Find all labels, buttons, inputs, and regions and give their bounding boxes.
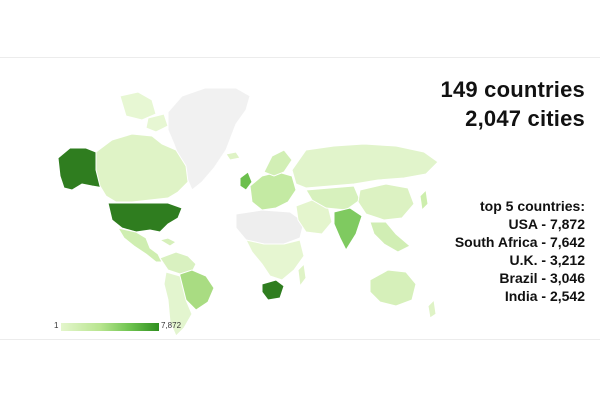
region-india[interactable] bbox=[333, 207, 363, 252]
region-alaska[interactable] bbox=[57, 147, 105, 191]
region-europe[interactable] bbox=[249, 171, 297, 211]
cities-count: 2,047 cities bbox=[465, 106, 585, 131]
list-item: India - 2,542 bbox=[504, 288, 585, 304]
region-north-africa[interactable] bbox=[235, 209, 305, 245]
region-new-zealand[interactable] bbox=[427, 298, 437, 319]
color-legend: 1 7,872 bbox=[50, 321, 200, 333]
legend-gradient-bar bbox=[61, 323, 159, 331]
list-item: USA - 7,872 bbox=[508, 216, 585, 232]
region-uk[interactable] bbox=[239, 171, 253, 191]
countries-count: 149 countries bbox=[440, 77, 585, 102]
region-south-america-south[interactable] bbox=[163, 271, 193, 337]
region-south-africa[interactable] bbox=[261, 279, 285, 301]
top-countries-list: top 5 countries: USA - 7,872 South Afric… bbox=[455, 197, 585, 305]
legend-min-label: 1 bbox=[54, 321, 59, 330]
region-south-america-north[interactable] bbox=[159, 251, 197, 275]
region-scandinavia[interactable] bbox=[263, 149, 293, 177]
region-australia[interactable] bbox=[369, 269, 417, 307]
list-item: U.K. - 3,212 bbox=[509, 252, 585, 268]
region-madagascar[interactable] bbox=[297, 262, 307, 288]
chart-panel bbox=[0, 57, 600, 340]
region-mexico[interactable] bbox=[116, 227, 163, 263]
legend-max-label: 7,872 bbox=[161, 321, 182, 330]
top-countries-title: top 5 countries: bbox=[479, 198, 585, 214]
region-central-asia[interactable] bbox=[305, 185, 361, 211]
region-canada[interactable] bbox=[95, 133, 189, 203]
region-caribbean[interactable] bbox=[158, 237, 177, 247]
region-central-africa[interactable] bbox=[245, 239, 305, 281]
region-usa[interactable] bbox=[107, 202, 183, 233]
list-item: Brazil - 3,046 bbox=[499, 270, 585, 286]
list-item: South Africa - 7,642 bbox=[454, 234, 585, 250]
summary-stats: 149 countries 2,047 cities bbox=[441, 75, 585, 133]
region-russia[interactable] bbox=[291, 143, 439, 189]
region-southeast-asia[interactable] bbox=[369, 221, 411, 253]
region-china[interactable] bbox=[357, 183, 415, 221]
region-iceland[interactable] bbox=[225, 151, 241, 161]
region-arctic-islands[interactable] bbox=[119, 91, 169, 133]
region-japan[interactable] bbox=[419, 188, 429, 212]
